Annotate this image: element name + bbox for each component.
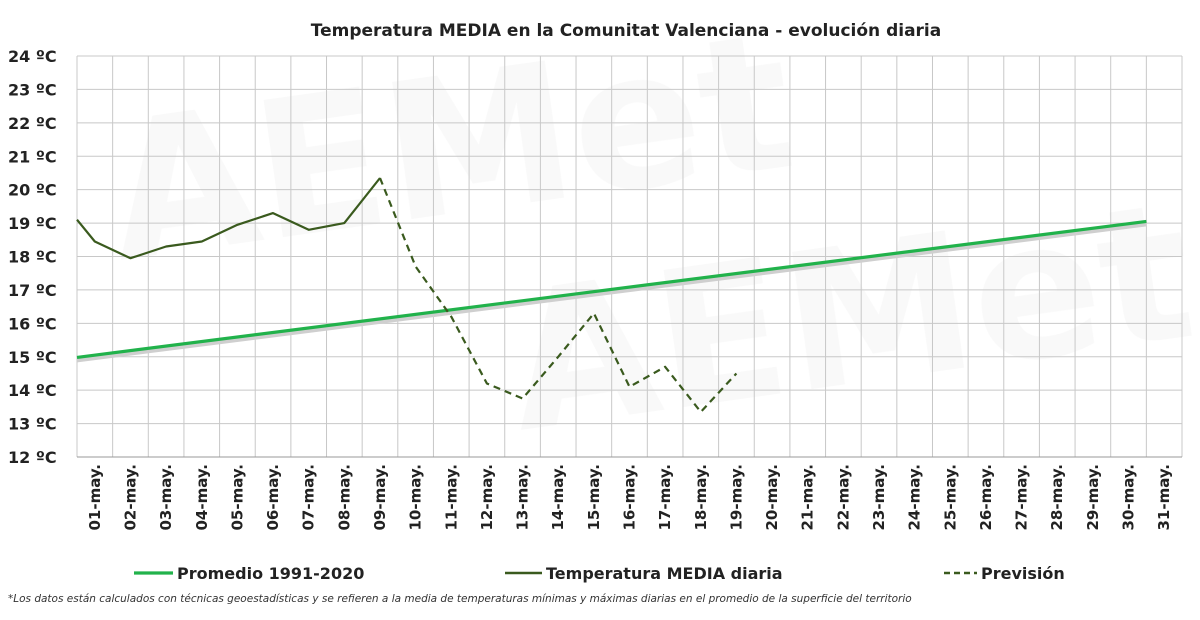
x-tick-label: 27-may. [1013, 464, 1031, 531]
x-tick-label: 26-may. [977, 464, 995, 531]
x-tick-label: 09-may. [371, 464, 389, 531]
y-tick-label: 22 ºC [8, 114, 57, 133]
legend: Promedio 1991-2020 Temperatura MEDIA diar… [134, 564, 1065, 583]
x-tick-label: 11-may. [442, 464, 460, 531]
x-tick-label: 02-may. [121, 464, 139, 531]
x-tick-label: 31-may. [1155, 464, 1173, 531]
y-tick-label: 13 ºC [8, 415, 57, 434]
x-tick-label: 14-may. [549, 464, 567, 531]
y-tick-label: 20 ºC [8, 181, 57, 200]
legend-label-3: Previsión [981, 564, 1065, 583]
x-tick-label: 12-may. [478, 464, 496, 531]
y-tick-label: 24 ºC [8, 47, 57, 66]
y-tick-label: 15 ºC [8, 348, 57, 367]
y-tick-label: 17 ºC [8, 281, 57, 300]
x-tick-label: 19-may. [727, 464, 745, 531]
series-layer [76, 177, 1147, 413]
y-tick-label: 12 ºC [8, 448, 57, 467]
x-tick-label: 23-may. [870, 464, 888, 531]
y-tick-label: 23 ºC [8, 80, 57, 99]
x-tick-label: 08-may. [335, 464, 353, 531]
x-tick-label: 16-may. [621, 464, 639, 531]
x-tick-label: 28-may. [1048, 464, 1066, 531]
series-shadow [76, 222, 1147, 363]
x-tick-label: 04-may. [193, 464, 211, 531]
x-tick-label: 29-may. [1084, 464, 1102, 531]
footnote: *Los datos están calculados con técnicas… [8, 593, 912, 605]
x-tick-label: 05-may. [228, 464, 246, 531]
x-tick-label: 13-may. [514, 464, 532, 531]
x-tick-label: 10-may. [407, 464, 425, 531]
y-tick-label: 16 ºC [8, 314, 57, 333]
legend-label-1: Promedio 1991-2020 [177, 564, 364, 583]
series-line-3 [378, 177, 738, 413]
x-tick-label: 24-may. [906, 464, 924, 531]
x-tick-label: 17-may. [656, 464, 674, 531]
series-line-1 [76, 219, 1147, 359]
x-axis-ticks: 01-may. 02-may. 03-may. 04-may. 05-may. 06-ma… [86, 464, 1173, 531]
y-tick-label: 19 ºC [8, 214, 57, 233]
grid-layer [76, 55, 1183, 458]
y-tick-label: 21 ºC [8, 147, 57, 166]
series-line-2 [76, 177, 381, 260]
y-axis-ticks: 12 ºC 13 ºC 14 ºC 15 ºC 16 ºC 17 ºC 18 ºC 19 ºC… [8, 47, 57, 467]
x-tick-label: 22-may. [834, 464, 852, 531]
x-tick-label: 20-may. [763, 464, 781, 531]
x-tick-label: 30-may. [1120, 464, 1138, 531]
x-tick-label: 18-may. [692, 464, 710, 531]
watermark: AEMet AEMet [96, 0, 1200, 475]
x-tick-label: 25-may. [941, 464, 959, 531]
x-tick-label: 06-may. [264, 464, 282, 531]
x-tick-label: 21-may. [799, 464, 817, 531]
x-tick-label: 07-may. [300, 464, 318, 531]
x-tick-label: 01-may. [86, 464, 104, 531]
chart-title: Temperatura MEDIA en la Comunitat Valenc… [311, 21, 941, 41]
x-tick-label: 15-may. [585, 464, 603, 531]
x-tick-label: 03-may. [157, 464, 175, 531]
y-tick-label: 14 ºC [8, 381, 57, 400]
legend-label-2: Temperatura MEDIA diaria [546, 564, 783, 583]
y-tick-label: 18 ºC [8, 248, 57, 267]
